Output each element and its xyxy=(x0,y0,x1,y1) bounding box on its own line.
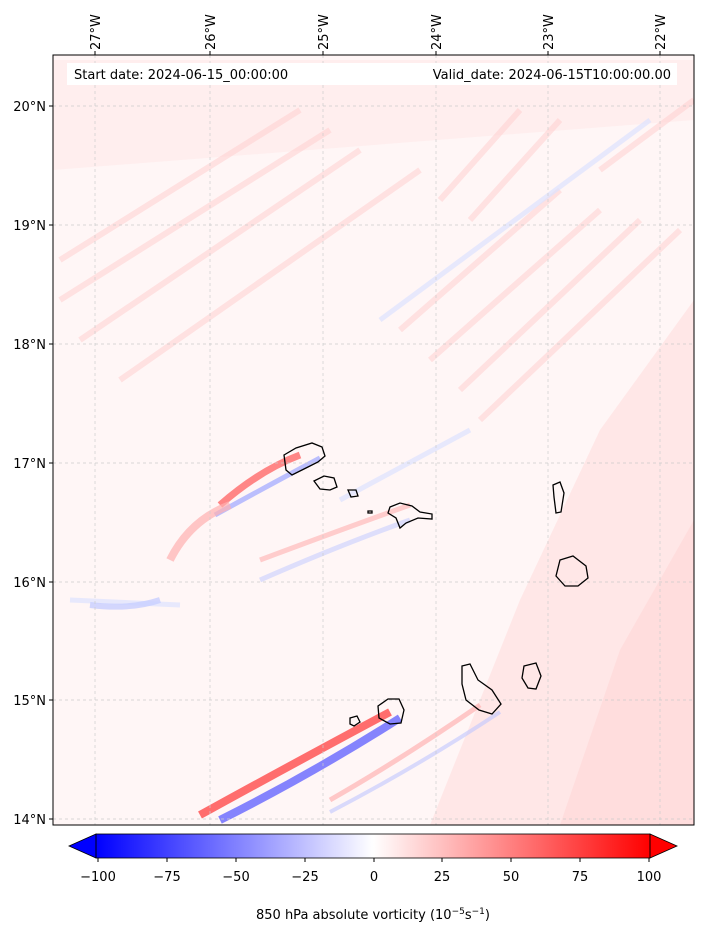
lat-tick-label: 14°N xyxy=(13,813,46,828)
lat-tick-label: 15°N xyxy=(13,694,46,709)
colorbar-tick-label: 100 xyxy=(637,870,662,885)
colorbar-max-extend xyxy=(650,834,677,858)
colorbar-tick-label: −100 xyxy=(80,870,116,885)
lon-tick-label: 23°W xyxy=(542,14,557,50)
colorbar-ticks: −100 −75 −50 −25 0 25 50 75 100 xyxy=(80,858,661,885)
colorbar-tick-label: 75 xyxy=(572,870,589,885)
lat-tick-label: 16°N xyxy=(13,576,46,591)
lon-tick-label: 24°W xyxy=(430,14,445,50)
map-panel xyxy=(53,55,694,825)
colorbar-tick-label: 25 xyxy=(434,870,451,885)
lat-tick-label: 18°N xyxy=(13,338,46,353)
colorbar-tick-label: 50 xyxy=(503,870,520,885)
colorbar-min-extend xyxy=(69,834,96,858)
valid-date-label: Valid_date: 2024-06-15T10:00:00.00 xyxy=(433,68,671,83)
lat-tick-label: 17°N xyxy=(13,457,46,472)
latitude-ticks: 20°N 19°N 18°N 17°N 16°N 15°N 14°N xyxy=(13,100,53,828)
colorbar-tick-label: −50 xyxy=(222,870,249,885)
colorbar-gradient xyxy=(96,834,650,858)
colorbar: −100 −75 −50 −25 0 25 50 75 100 850 hPa … xyxy=(69,834,677,923)
lat-tick-label: 20°N xyxy=(13,100,46,115)
lat-tick-label: 19°N xyxy=(13,219,46,234)
colorbar-tick-label: 0 xyxy=(370,870,378,885)
lon-tick-label: 27°W xyxy=(89,14,104,50)
lon-tick-label: 26°W xyxy=(204,14,219,50)
colorbar-label: 850 hPa absolute vorticity (10−5s−1) xyxy=(256,907,490,923)
colorbar-tick-label: −75 xyxy=(153,870,180,885)
longitude-ticks: 27°W 26°W 25°W 24°W 23°W 22°W xyxy=(89,14,669,55)
start-date-label: Start date: 2024-06-15_00:00:00 xyxy=(74,68,288,83)
colorbar-tick-label: −25 xyxy=(291,870,318,885)
lon-tick-label: 22°W xyxy=(654,14,669,50)
lon-tick-label: 25°W xyxy=(317,14,332,50)
